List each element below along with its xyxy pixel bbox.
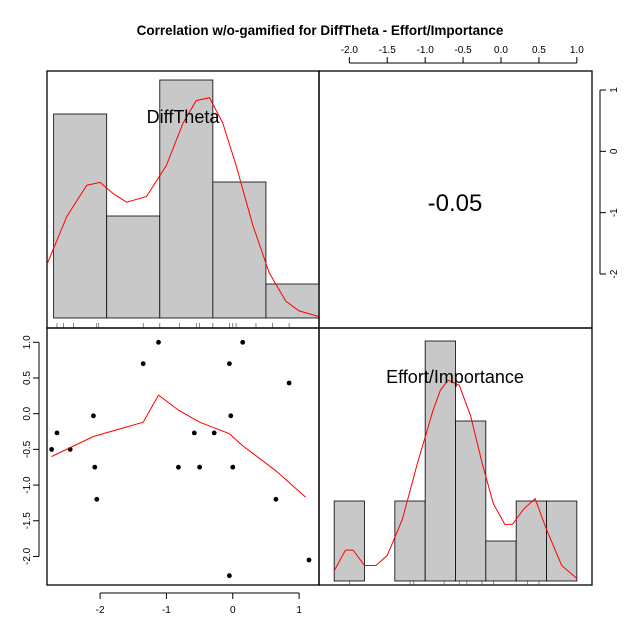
scatter-point bbox=[141, 361, 146, 366]
bottom-axis-tick-label: 0 bbox=[230, 605, 236, 616]
top-axis-tick-label: 0.0 bbox=[494, 45, 508, 56]
variable-name-effort-importance: Effort/Importance bbox=[386, 367, 524, 387]
bottom-axis-tick-label: -1 bbox=[162, 605, 171, 616]
left-axis-tick-label: -1.5 bbox=[22, 512, 33, 530]
top-axis-tick-label: 0.5 bbox=[532, 45, 546, 56]
right-axis-tick-label: -2 bbox=[609, 269, 620, 278]
left-axis-tick-label: -1.0 bbox=[22, 476, 33, 494]
scatter-point bbox=[212, 431, 217, 436]
panel-effort-histogram: Effort/Importance bbox=[319, 328, 592, 585]
right-axis-tick-label: 1 bbox=[609, 87, 620, 93]
correlation-value: -0.05 bbox=[428, 190, 483, 217]
effort-histogram-bar bbox=[395, 501, 425, 581]
effort-histogram-bar bbox=[486, 541, 516, 581]
right-axis-tick-label: -1 bbox=[609, 208, 620, 217]
scatter-point bbox=[197, 465, 202, 470]
scatter-point bbox=[307, 558, 312, 563]
scatter-point bbox=[230, 465, 235, 470]
panel-correlation: -0.05 -2.0 -1.5 -1.0 -0.5 0.0 0.5 1.0 1 0 -1 -2 bbox=[319, 45, 620, 328]
top-x-axis: -2.0 -1.5 -1.0 -0.5 0.0 0.5 1.0 bbox=[341, 45, 585, 63]
scatter-point bbox=[287, 381, 292, 386]
scatter-point bbox=[227, 573, 232, 578]
right-axis-tick-label: 0 bbox=[609, 148, 620, 154]
scatter-point bbox=[92, 465, 97, 470]
scatter-point bbox=[228, 413, 233, 418]
top-axis-tick-label: -1.5 bbox=[379, 45, 397, 56]
difftheta-histogram-bar bbox=[107, 216, 160, 318]
bottom-axis-tick-label: 1 bbox=[296, 605, 302, 616]
effort-histogram-bar bbox=[334, 501, 364, 581]
difftheta-histogram-bar bbox=[54, 114, 107, 318]
left-axis-tick-label: -0.5 bbox=[22, 440, 33, 458]
top-axis-tick-label: 1.0 bbox=[570, 45, 584, 56]
scatter-point bbox=[156, 340, 161, 345]
bottom-axis-tick-label: -2 bbox=[96, 605, 105, 616]
difftheta-histogram-bar bbox=[266, 284, 319, 318]
difftheta-rug bbox=[57, 323, 289, 328]
left-axis-tick-label: 1.0 bbox=[22, 335, 33, 349]
scatter-point bbox=[91, 413, 96, 418]
panel-scatter: -2.0 -1.5 -1.0 -0.5 0.0 0.5 1.0 -2 -1 0 1 bbox=[22, 328, 319, 616]
scatter-point bbox=[55, 431, 60, 436]
right-y-axis: 1 0 -1 -2 bbox=[600, 87, 620, 279]
scatter-point bbox=[227, 361, 232, 366]
left-axis-tick-label: -2.0 bbox=[22, 547, 33, 565]
scatter-point bbox=[176, 465, 181, 470]
scatter-point bbox=[274, 497, 279, 502]
left-axis-tick-label: 0.0 bbox=[22, 406, 33, 420]
top-axis-tick-label: -1.0 bbox=[417, 45, 435, 56]
effort-histogram-bar bbox=[456, 421, 486, 581]
scatter-points bbox=[49, 340, 311, 578]
left-axis-tick-label: 0.5 bbox=[22, 371, 33, 385]
panel-scatter-frame bbox=[47, 328, 319, 585]
variable-name-difftheta: DiffTheta bbox=[147, 107, 221, 127]
scatter-point bbox=[192, 431, 197, 436]
chart-title: Correlation w/o-gamified for DiffTheta -… bbox=[137, 23, 504, 38]
scatter-point bbox=[240, 340, 245, 345]
left-y-axis: -2.0 -1.5 -1.0 -0.5 0.0 0.5 1.0 bbox=[22, 335, 39, 565]
bottom-x-axis: -2 -1 0 1 bbox=[96, 593, 303, 616]
top-axis-tick-label: -2.0 bbox=[341, 45, 359, 56]
panel-difftheta-histogram: DiffTheta bbox=[47, 71, 319, 328]
difftheta-histogram-bar bbox=[213, 182, 266, 318]
scatter-point bbox=[94, 497, 99, 502]
scatter-point bbox=[49, 447, 54, 452]
top-axis-tick-label: -0.5 bbox=[454, 45, 472, 56]
scatter-smoother-line bbox=[52, 395, 306, 497]
